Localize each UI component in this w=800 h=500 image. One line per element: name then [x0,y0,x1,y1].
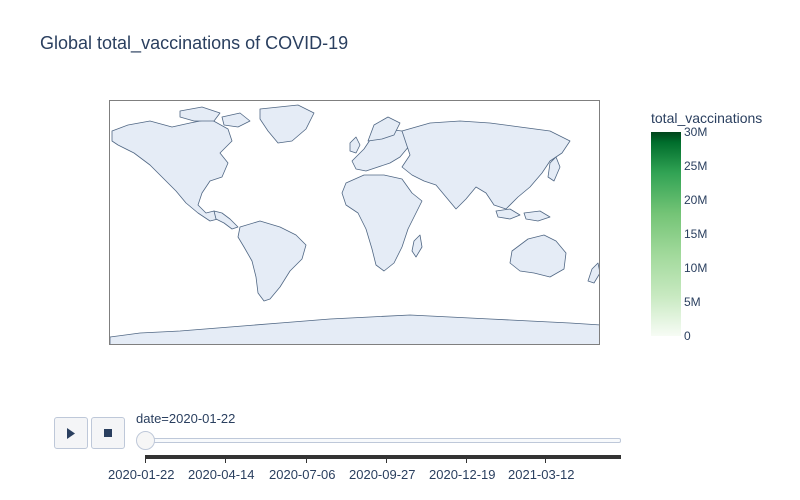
world-map[interactable] [109,100,600,345]
japan-land [547,156,561,182]
world-map-svg [110,104,599,344]
indonesia-land [495,208,521,220]
slider-tick-mark [145,455,146,463]
australia-land [509,234,567,278]
new-zealand-land [587,262,599,284]
colorbar-title: total_vaccinations [651,110,763,126]
slider-handle[interactable] [136,431,155,450]
slider-tick-mark [225,455,226,463]
arctic-islands-land [179,106,221,122]
slider-track[interactable] [145,438,621,443]
slider-tick-mark [545,455,546,463]
colorbar-tick: 10M [684,261,708,275]
central-america-land [213,210,239,230]
colorbar-tick: 30M [684,125,708,139]
colorbar [651,132,681,336]
slider-tick-label[interactable]: 2020-12-19 [429,467,496,482]
stop-icon [104,429,112,437]
play-icon [67,427,75,439]
greenland-land [259,104,315,144]
colorbar-tick: 5M [684,295,701,309]
colorbar-tick: 0 [684,329,691,343]
slider-tick-label[interactable]: 2020-07-06 [269,467,336,482]
slider-axis [145,455,621,459]
slider-tick-label[interactable]: 2020-04-14 [188,467,255,482]
asia-land [401,120,571,210]
slider-current-value: date=2020-01-22 [136,411,236,426]
stop-button[interactable] [91,417,125,449]
slider-tick-label[interactable]: 2020-09-27 [349,467,416,482]
south-america-land [237,220,307,302]
colorbar-tick: 25M [684,159,708,173]
uk-land [349,136,361,154]
antarctica-land [110,314,599,344]
play-button[interactable] [54,417,88,449]
madagascar-land [411,234,423,258]
slider-tick-mark [386,455,387,463]
north-america-land [111,118,233,222]
slider-tick-mark [466,455,467,463]
slider-tick-label[interactable]: 2021-03-12 [508,467,575,482]
chart-title: Global total_vaccinations of COVID-19 [40,33,349,53]
scandinavia-land [367,116,401,142]
colorbar-tick: 20M [684,193,708,207]
africa-land [341,174,423,272]
slider-tick-mark [306,455,307,463]
slider-tick-label[interactable]: 2020-01-22 [108,467,175,482]
colorbar-tick: 15M [684,227,708,241]
